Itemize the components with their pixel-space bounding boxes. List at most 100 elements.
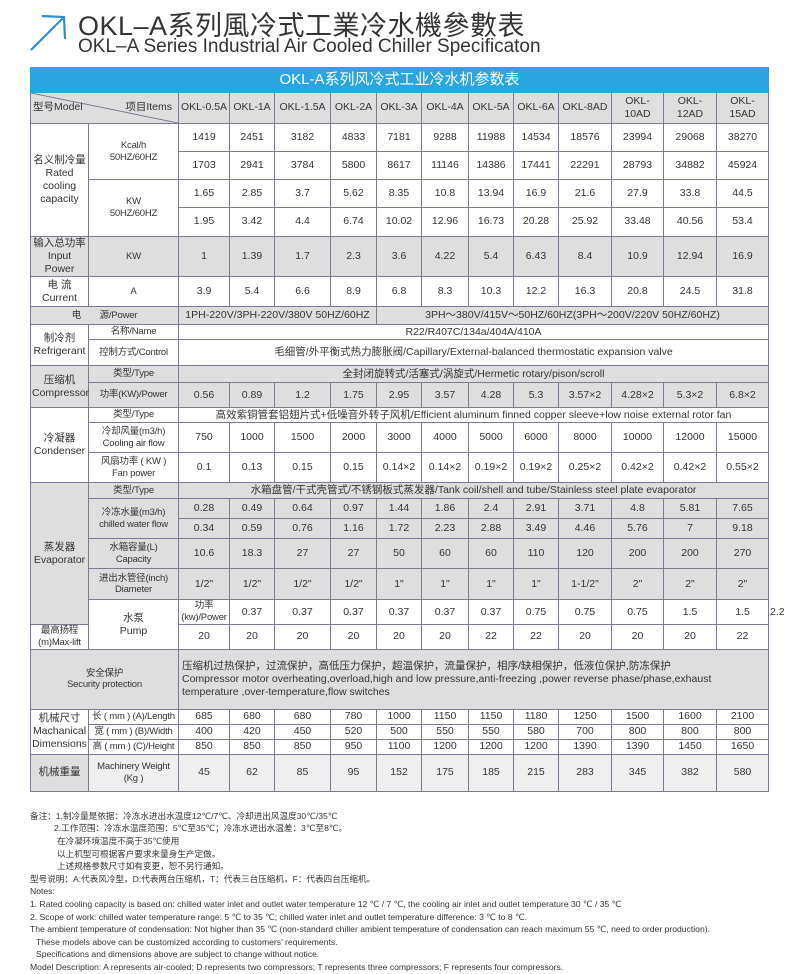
- value-cell: 3.57×2: [558, 382, 612, 409]
- value-cell: 22291: [558, 151, 612, 180]
- item-label: 类型/Type: [88, 407, 179, 424]
- value-cell: 0.37: [229, 599, 275, 626]
- value-cell: 2451: [229, 123, 275, 152]
- value-cell: 1.7: [274, 235, 331, 278]
- item-label: 水箱容量(L) Capacity: [88, 538, 179, 570]
- value-cell: 1150: [468, 708, 514, 725]
- value-cell: 8.3: [421, 276, 469, 308]
- value-cell: 10.6: [178, 538, 230, 570]
- value-cell: 3000: [376, 422, 422, 454]
- value-cell: 2.3: [330, 235, 377, 278]
- value-cell: 185: [468, 753, 514, 792]
- value-cell: 6000: [513, 422, 559, 454]
- value-cell: 3182: [274, 123, 331, 152]
- value-cell: 5.3: [513, 382, 559, 409]
- value-cell: 6.8×2: [716, 382, 769, 409]
- value-cell: 20: [663, 624, 717, 650]
- value-cell: 0.97: [330, 498, 377, 520]
- value-cell: 4000: [421, 422, 469, 454]
- value-cell: 550: [421, 723, 469, 740]
- model-header: OKL-1A: [229, 92, 275, 124]
- model-header: OKL-15AD: [716, 92, 769, 124]
- table-row: 冷却风量(m3/h) Cooling air flow 750 1000 1500 20…: [31, 422, 769, 454]
- value-cell: 200: [663, 538, 717, 570]
- item-label: 电 源/Power: [30, 306, 179, 326]
- value-cell: 10.9: [611, 235, 664, 278]
- value-cell: 6.43: [513, 235, 559, 278]
- model-header: OKL-12AD: [663, 92, 717, 124]
- value-cell: 1/2": [274, 568, 331, 601]
- table-row: 电 流 Current A 3.9 5.4 6.6 8.9 6.8 8.3 10.3 12.2 16…: [30, 276, 769, 308]
- value-cell: 2": [716, 568, 769, 601]
- table-row: 进出水管径(inch) Diameter 1/2" 1/2" 1/2" 1/2" 1" 1"…: [31, 568, 769, 601]
- value-cell: 20.28: [513, 207, 559, 237]
- value-cell: 1.65: [178, 179, 230, 208]
- value-cell: 1.2: [274, 382, 331, 409]
- value-cell: 680: [229, 708, 275, 725]
- value-cell: 20: [330, 624, 377, 650]
- value-cell: 4.4: [274, 207, 331, 237]
- value-cell: 20: [611, 624, 664, 650]
- item-label: A: [88, 276, 179, 308]
- group-label: 制冷剂 Refrigerant: [30, 324, 89, 367]
- value-cell: 17441: [513, 151, 559, 180]
- item-label: 名称/Name: [88, 324, 179, 341]
- page-header: OKL–A系列風冷式工業冷水機參數表 OKL–A Series Industri…: [0, 0, 789, 67]
- item-label: 类型/Type: [88, 365, 179, 384]
- value-cell: 3.71: [558, 498, 612, 520]
- value-cell: 4.28: [468, 382, 514, 409]
- value-cell: 0.1: [178, 452, 230, 484]
- value-cell: 29068: [663, 123, 717, 152]
- value-cell: 20.8: [611, 276, 664, 308]
- value-cell: 1450: [663, 738, 717, 755]
- value-cell: 11988: [468, 123, 514, 152]
- value-cell: 0.25×2: [558, 452, 612, 484]
- item-label: Kcal/h 50HZ/60HZ: [88, 123, 179, 180]
- value-cell: 550: [468, 723, 514, 740]
- value-cell: 680: [274, 708, 331, 725]
- value-cell: 18.3: [229, 538, 275, 570]
- note-line: 2. Scope of work: chilled water temperat…: [30, 911, 528, 922]
- value-cell: 高效紫铜管套铝翅片式+低噪音外转子风机/Efficient aluminum f…: [178, 407, 769, 424]
- value-cell: 5.81: [663, 498, 717, 520]
- items-label: 项目Items: [125, 101, 172, 113]
- value-cell: 4.46: [558, 518, 612, 540]
- table-row: 冷凝器 Condenser 类型/Type 高效紫铜管套铝翅片式+低噪音外转子风机/…: [30, 407, 769, 484]
- value-cell: 16.9: [716, 235, 769, 278]
- value-cell: 水箱盘管/干式壳管式/不锈钢板式蒸发器/Tank coil/shell and …: [178, 482, 769, 500]
- value-cell: 4.28×2: [611, 382, 664, 409]
- value-cell: 3.6: [376, 235, 422, 278]
- value-cell: 1.16: [330, 518, 377, 540]
- value-cell: 0.14×2: [421, 452, 469, 484]
- group-label: 名义制冷量 Rated cooling capacity: [30, 123, 89, 237]
- value-cell: 22: [716, 624, 769, 650]
- value-cell: 20: [229, 624, 275, 650]
- model-header: OKL-1.5A: [274, 92, 331, 124]
- value-cell: 1.86: [421, 498, 469, 520]
- value-cell: 6.8: [376, 276, 422, 308]
- note-line: Model Description: A represents air-cool…: [30, 962, 564, 972]
- value-cell: 8617: [376, 151, 422, 180]
- item-label: KW 50HZ/60HZ: [88, 179, 179, 237]
- value-cell: 1250: [558, 708, 612, 725]
- note-line: 1. Rated cooling capacity is based on: c…: [30, 899, 622, 910]
- value-cell: 1.95: [178, 207, 230, 237]
- value-cell: 9.18: [716, 518, 769, 540]
- item-label: 冷冻水量(m3/h) chilled water flow: [88, 498, 179, 540]
- value-cell: 685: [178, 708, 230, 725]
- value-cell: 110: [513, 538, 559, 570]
- model-header: OKL-10AD: [611, 92, 664, 124]
- value-cell: 33.48: [611, 207, 664, 237]
- value-cell: 1: [178, 235, 230, 278]
- model-header: OKL-5A: [468, 92, 514, 124]
- note-line: 在冷凝环境温度不高于35℃使用: [57, 836, 180, 847]
- value-cell: 85: [274, 753, 331, 792]
- value-cell: 500: [376, 723, 422, 740]
- model-header: OKL-6A: [513, 92, 559, 124]
- value-cell: 0.42×2: [611, 452, 664, 484]
- value-cell: 3.42: [229, 207, 275, 237]
- value-cell: 3.7: [274, 179, 331, 208]
- value-cell: 50: [376, 538, 422, 570]
- value-cell: 16.73: [468, 207, 514, 237]
- page-title: OKL–A系列風冷式工業冷水機參數表: [78, 11, 526, 41]
